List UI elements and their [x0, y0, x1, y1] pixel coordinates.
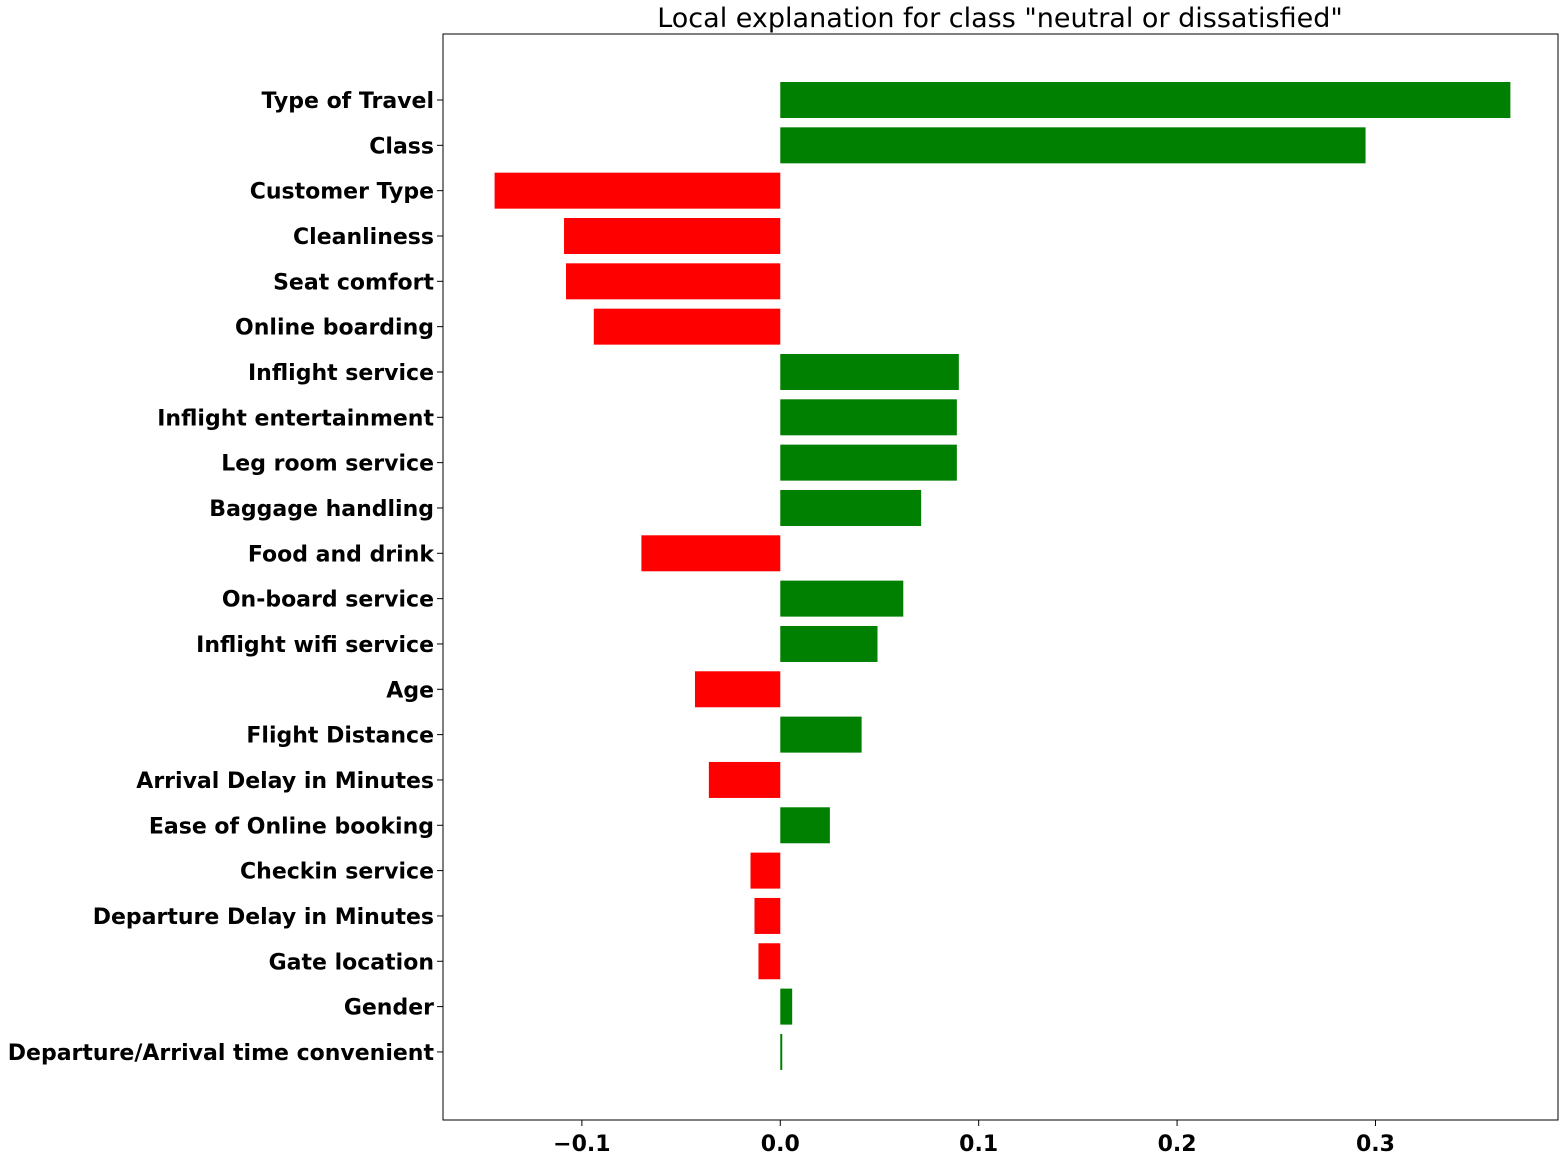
- bar-flight-distance: [780, 716, 862, 753]
- y-tick-label: Age: [386, 678, 434, 703]
- y-tick-label: Arrival Delay in Minutes: [136, 769, 434, 794]
- bar-gender: [780, 988, 793, 1025]
- bar-customer-type: [494, 172, 781, 209]
- bar-on-board-service: [780, 580, 904, 617]
- y-tick-label: Ease of Online booking: [149, 814, 434, 839]
- bar-baggage-handling: [780, 489, 922, 526]
- bar-departure-delay-in-minutes: [754, 897, 781, 934]
- bar-class: [780, 127, 1366, 164]
- x-tick-label: 0.3: [1356, 1132, 1395, 1154]
- bar-leg-room-service: [780, 444, 957, 481]
- y-tick-label: Inflight service: [248, 361, 434, 386]
- x-tick-label: −0.1: [553, 1132, 610, 1154]
- bar-seat-comfort: [566, 263, 781, 300]
- y-tick-label: Gender: [344, 996, 434, 1021]
- bar-checkin-service: [750, 852, 781, 889]
- bar-arrival-delay-in-minutes: [708, 761, 781, 798]
- x-tick-label: 0.1: [959, 1132, 998, 1154]
- y-tick-label: Food and drink: [248, 542, 435, 567]
- bars-layer: [494, 82, 1511, 1070]
- bar-ease-of-online-booking: [780, 807, 830, 844]
- bar-online-boarding: [593, 308, 781, 345]
- y-tick-label: Customer Type: [250, 180, 434, 205]
- bar-gate-location: [758, 943, 781, 980]
- y-tick-label: Baggage handling: [209, 497, 434, 522]
- x-tick-label: 0.2: [1158, 1132, 1197, 1154]
- y-tick-label: Seat comfort: [273, 270, 434, 295]
- bar-age: [694, 671, 781, 708]
- x-tick-label: 0.0: [761, 1132, 800, 1154]
- y-tick-label: Checkin service: [240, 860, 434, 885]
- y-tick-label: Gate location: [269, 950, 434, 975]
- bar-inflight-wifi-service: [780, 625, 878, 662]
- bar-cleanliness: [564, 217, 781, 254]
- x-ticks: −0.1 0.0 0.1 0.2 0.3: [553, 1120, 1395, 1157]
- y-tick-labels: Type of Travel Class Customer Type Cleanlin…: [8, 89, 443, 1066]
- y-tick-label: Type of Travel: [262, 89, 435, 114]
- bar-inflight-service: [780, 353, 959, 390]
- y-tick-label: Inflight wifi service: [196, 633, 434, 658]
- y-tick-label: Online boarding: [235, 316, 434, 341]
- y-tick-label: On-board service: [222, 588, 434, 613]
- bar-inflight-entertainment: [780, 399, 957, 436]
- bar-type-of-travel: [780, 82, 1511, 118]
- bar-departure-arrival-time-convenient: [780, 1033, 783, 1070]
- y-tick-label: Leg room service: [221, 452, 434, 477]
- y-tick-label: Cleanliness: [293, 225, 434, 250]
- plot-frame: [442, 33, 1559, 1121]
- bar-food-and-drink: [641, 535, 781, 572]
- y-tick-label: Departure Delay in Minutes: [93, 905, 434, 930]
- chart-title: Local explanation for class "neutral or …: [657, 3, 1343, 34]
- y-tick-label: Departure/Arrival time convenient: [8, 1041, 435, 1066]
- y-tick-label: Inflight entertainment: [157, 406, 434, 431]
- y-tick-label: Flight Distance: [246, 724, 434, 749]
- y-tick-label: Class: [369, 134, 434, 159]
